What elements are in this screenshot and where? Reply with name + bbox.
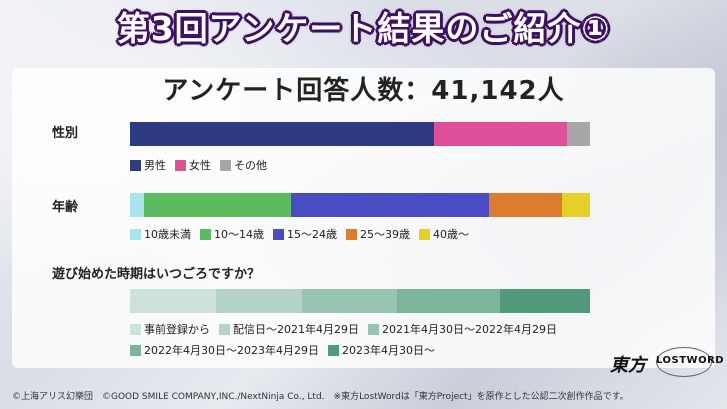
legend-label: 男性 [144,159,166,172]
bar-segment-2-1 [215,289,302,313]
gender-label: 性別 [52,126,79,141]
legend-label: 40歳〜 [433,228,469,241]
gender-legend: 男性 女性 その他 [130,157,276,173]
legend-item: 10歳未満 [130,226,191,242]
legend-item: 40歳〜 [419,226,469,242]
legend-item: 10〜14歳 [200,226,264,242]
legend-swatch [130,344,141,356]
start-period-label: 遊び始めた時期はいつごろですか？ [52,267,261,282]
legend-swatch [219,323,230,335]
legend-item: 配信日〜2021年4月29日 [219,321,359,337]
results-panel [12,68,715,368]
age-label: 年齢 [52,200,79,215]
bar-segment-0-1 [433,122,567,146]
bar-segment-0-0 [130,122,434,146]
age-legend: 10歳未満 10〜14歳 15〜24歳 25〜39歳 40歳〜 [130,226,478,242]
legend-label: 10歳未満 [144,228,191,241]
legend-swatch [327,344,339,356]
bar-segment-1-0 [130,193,144,217]
legend-label: 女性 [189,159,211,172]
game-logo: 東方 LOSTWORD [604,345,724,381]
legend-item: 2023年4月30日〜 [327,342,435,358]
legend-swatch [130,323,141,335]
legend-swatch [220,159,231,171]
legend-item: 15〜24歳 [273,226,337,242]
legend-item: 事前登録から [130,321,210,337]
legend-item: 男性 [130,157,166,173]
legend-label: その他 [234,159,267,172]
logo-sub-text: LOSTWORD [656,355,725,366]
legend-swatch [419,228,430,240]
page-title: 第3回アンケート結果のご紹介① [116,9,611,48]
bar-segment-2-2 [301,289,397,313]
bar-segment-1-3 [488,193,563,217]
bar-segment-2-3 [396,289,500,313]
title-banner: 第3回アンケート結果のご紹介① [0,2,727,62]
legend-swatch [200,228,211,240]
logo-ring [656,347,712,377]
legend-label: 10〜14歳 [214,228,264,241]
bar-segment-1-2 [290,193,489,217]
legend-item: その他 [220,157,267,173]
legend-item: 25〜39歳 [346,226,410,242]
legend-item: 2021年4月30日〜2022年4月29日 [368,321,557,337]
legend-item: 女性 [175,157,211,173]
legend-swatch [175,159,186,171]
legend-label: 2021年4月30日〜2022年4月29日 [382,323,557,336]
bar-segment-2-0 [130,289,216,313]
legend-label: 2023年4月30日〜 [341,344,435,357]
gender-bar [130,122,590,146]
legend-label: 配信日〜2021年4月29日 [233,323,359,336]
legend-swatch [130,159,141,171]
start-period-legend: 事前登録から 配信日〜2021年4月29日 2021年4月30日〜2022年4月29… [130,321,630,358]
legend-item: 2022年4月30日〜2023年4月29日 [130,342,319,358]
legend-label: 15〜24歳 [287,228,337,241]
bar-segment-2-4 [499,289,590,313]
respondent-count: アンケート回答人数：41,142人 [162,76,565,106]
legend-swatch [368,323,379,335]
legend-label: 事前登録から [144,323,210,336]
legend-swatch [273,228,284,240]
bar-segment-0-2 [566,122,590,146]
legend-swatch [130,228,141,240]
copyright-footer: ©上海アリス幻樂団 ©GOOD SMILE COMPANY,INC./NextN… [12,392,629,402]
bar-segment-1-1 [143,193,291,217]
legend-label: 25〜39歳 [360,228,410,241]
legend-swatch [346,228,357,240]
logo-main-text: 東方 [610,355,646,376]
legend-label: 2022年4月30日〜2023年4月29日 [144,344,319,357]
age-bar [130,193,590,217]
start-period-bar [130,289,590,313]
bar-segment-1-4 [562,193,590,217]
